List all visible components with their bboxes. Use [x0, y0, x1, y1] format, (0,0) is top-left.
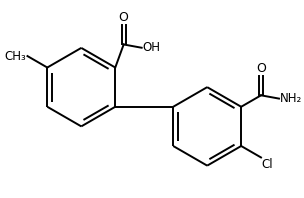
Text: Cl: Cl — [262, 158, 274, 171]
Text: NH₂: NH₂ — [280, 92, 302, 105]
Text: O: O — [119, 11, 129, 24]
Text: OH: OH — [143, 41, 161, 54]
Text: CH₃: CH₃ — [4, 50, 26, 63]
Text: O: O — [256, 62, 266, 75]
